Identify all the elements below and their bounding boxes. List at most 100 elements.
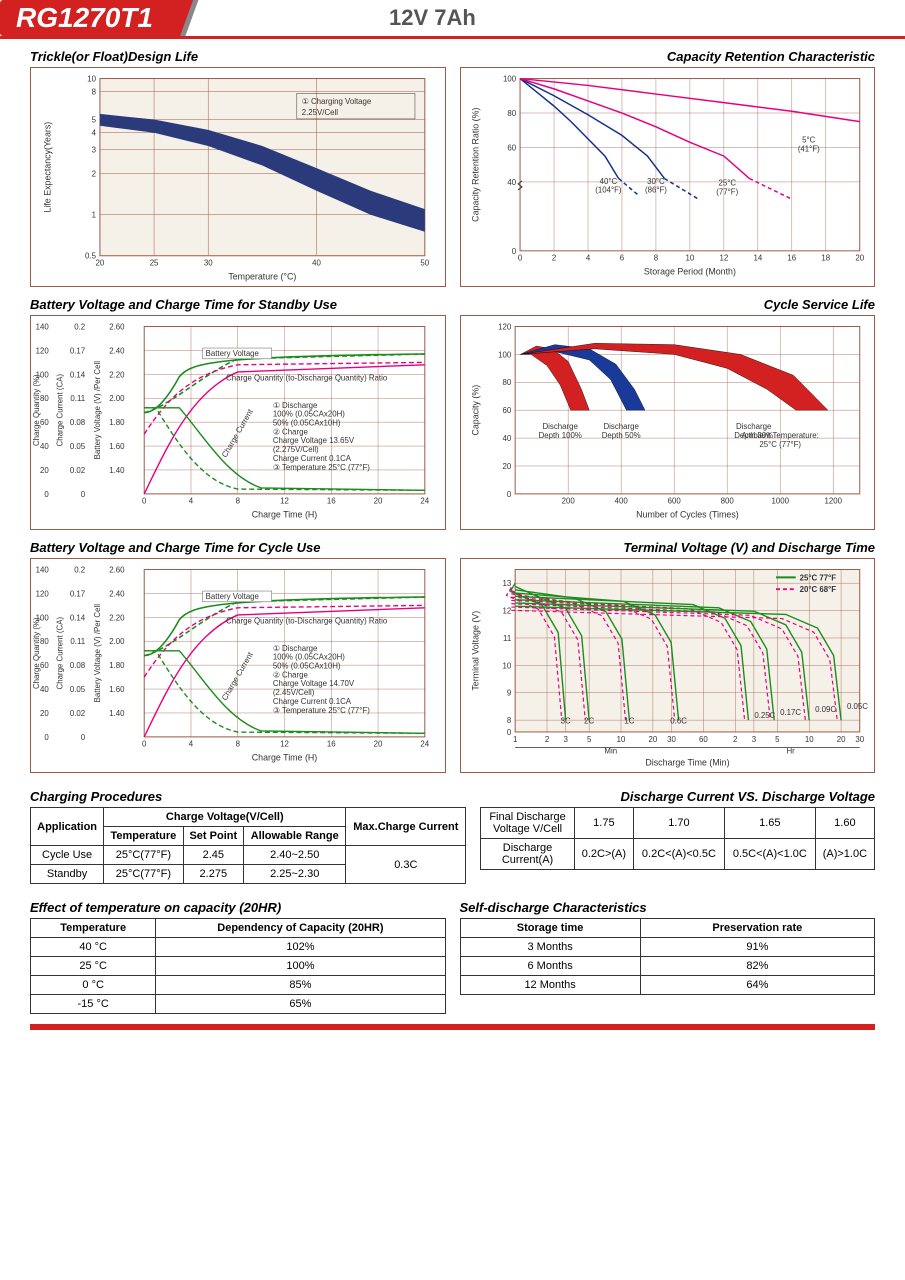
svg-text:30: 30	[204, 259, 213, 268]
svg-text:0: 0	[511, 247, 516, 256]
svg-text:200: 200	[561, 497, 575, 506]
svg-text:Depth 100%: Depth 100%	[538, 431, 581, 440]
th-max-current: Max.Charge Current	[346, 808, 466, 846]
svg-text:Number of Cycles (Times): Number of Cycles (Times)	[636, 510, 739, 520]
svg-text:2.00: 2.00	[109, 637, 125, 646]
svg-text:0: 0	[44, 733, 49, 742]
svg-text:80: 80	[507, 109, 516, 118]
svg-text:100: 100	[503, 75, 517, 84]
svg-text:0.11: 0.11	[70, 637, 85, 646]
svg-text:50% (0.05CAx10H): 50% (0.05CAx10H)	[273, 419, 341, 428]
chart1-title: Trickle(or Float)Design Life	[30, 49, 446, 64]
svg-text:Charge Quantity (%): Charge Quantity (%)	[32, 374, 41, 446]
svg-text:(104°F): (104°F)	[595, 186, 622, 195]
chart2-title: Capacity Retention Characteristic	[460, 49, 876, 64]
svg-text:Charge Voltage 13.65V: Charge Voltage 13.65V	[273, 436, 355, 445]
svg-text:Charge Time (H): Charge Time (H)	[252, 510, 318, 520]
svg-text:0.08: 0.08	[70, 418, 86, 427]
svg-text:20: 20	[374, 497, 383, 506]
svg-text:40: 40	[502, 434, 511, 443]
table-row: Final Discharge Voltage V/Cell 1.75 1.70…	[481, 808, 875, 839]
svg-text:1.60: 1.60	[109, 685, 125, 694]
svg-text:30: 30	[855, 735, 864, 744]
svg-text:① Discharge: ① Discharge	[273, 401, 318, 410]
svg-text:(2.45V/Cell): (2.45V/Cell)	[273, 688, 315, 697]
discharge-voltage-table: Final Discharge Voltage V/Cell 1.75 1.70…	[480, 807, 875, 870]
svg-text:Battery Voltage (V) /Per Cell: Battery Voltage (V) /Per Cell	[93, 361, 102, 460]
svg-text:140: 140	[36, 565, 50, 574]
svg-text:0.09C: 0.09C	[815, 705, 836, 714]
svg-text:60: 60	[40, 418, 49, 427]
svg-text:20: 20	[40, 709, 49, 718]
svg-text:40: 40	[312, 259, 321, 268]
svg-text:13: 13	[502, 579, 511, 588]
charging-procedures-table: Application Charge Voltage(V/Cell) Max.C…	[30, 807, 466, 884]
svg-text:Discharge: Discharge	[736, 422, 772, 431]
svg-text:Ambient Temperature:: Ambient Temperature:	[741, 431, 818, 440]
svg-text:4: 4	[189, 740, 194, 749]
svg-text:5: 5	[92, 116, 97, 125]
svg-text:50% (0.05CAx10H): 50% (0.05CAx10H)	[273, 662, 341, 671]
model-badge: RG1270T1	[0, 0, 169, 36]
svg-text:100% (0.05CAx20H): 100% (0.05CAx20H)	[273, 410, 345, 419]
svg-text:(41°F): (41°F)	[797, 144, 819, 153]
svg-text:60: 60	[40, 661, 49, 670]
table4-title: Self-discharge Characteristics	[460, 900, 876, 915]
svg-text:② Charge: ② Charge	[273, 427, 309, 436]
svg-text:2.60: 2.60	[109, 565, 125, 574]
svg-text:60: 60	[507, 143, 516, 152]
svg-text:5: 5	[586, 735, 591, 744]
svg-text:50: 50	[420, 259, 429, 268]
svg-text:60: 60	[502, 406, 511, 415]
svg-text:Depth 50%: Depth 50%	[601, 431, 640, 440]
svg-text:Charge Current 0.1CA: Charge Current 0.1CA	[273, 697, 352, 706]
svg-text:(77°F): (77°F)	[716, 187, 738, 196]
svg-text:Discharge Time (Min): Discharge Time (Min)	[645, 757, 729, 767]
svg-text:1C: 1C	[624, 717, 634, 726]
svg-text:Temperature (°C): Temperature (°C)	[228, 271, 296, 281]
svg-text:25°C 77°F: 25°C 77°F	[799, 573, 836, 582]
svg-text:2.40: 2.40	[109, 346, 125, 355]
svg-text:2.00: 2.00	[109, 394, 125, 403]
svg-text:0: 0	[506, 490, 511, 499]
svg-text:40: 40	[40, 442, 49, 451]
svg-text:3C: 3C	[560, 717, 570, 726]
svg-text:600: 600	[667, 497, 681, 506]
svg-text:5: 5	[775, 735, 780, 744]
svg-text:Battery Voltage: Battery Voltage	[206, 592, 260, 601]
svg-text:80: 80	[40, 394, 49, 403]
table-row: Discharge Current(A) 0.2C>(A) 0.2C<(A)<0…	[481, 839, 875, 870]
table1-title: Charging Procedures	[30, 789, 466, 804]
svg-text:20: 20	[96, 259, 105, 268]
svg-text:40: 40	[40, 685, 49, 694]
chart5: 0481216202400200.021.40400.051.60600.081…	[30, 558, 446, 773]
svg-text:Life Expectancy(Years): Life Expectancy(Years)	[43, 122, 53, 213]
svg-text:120: 120	[36, 589, 50, 598]
svg-text:Discharge: Discharge	[542, 422, 578, 431]
chart4-title: Cycle Service Life	[460, 297, 876, 312]
svg-text:12: 12	[280, 497, 289, 506]
svg-text:100% (0.05CAx20H): 100% (0.05CAx20H)	[273, 653, 345, 662]
svg-text:1.80: 1.80	[109, 418, 125, 427]
svg-text:24: 24	[420, 740, 429, 749]
svg-text:0.02: 0.02	[70, 709, 85, 718]
svg-text:1.60: 1.60	[109, 442, 125, 451]
th-application: Application	[31, 808, 104, 846]
chart6-title: Terminal Voltage (V) and Discharge Time	[460, 540, 876, 555]
svg-text:25°C (77°F): 25°C (77°F)	[759, 440, 801, 449]
svg-text:0.05: 0.05	[70, 442, 86, 451]
table-row: -15 °C65%	[31, 995, 446, 1014]
svg-text:0.6C: 0.6C	[670, 717, 687, 726]
svg-text:Charge Quantity (to-Discharge: Charge Quantity (to-Discharge Quantity) …	[226, 616, 388, 625]
svg-text:① Charging Voltage: ① Charging Voltage	[302, 97, 372, 106]
svg-text:0: 0	[81, 490, 86, 499]
svg-text:0.17: 0.17	[70, 589, 85, 598]
svg-text:0.02: 0.02	[70, 466, 85, 475]
svg-text:Charge Current 0.1CA: Charge Current 0.1CA	[273, 454, 352, 463]
svg-text:1200: 1200	[824, 497, 842, 506]
svg-text:2.40: 2.40	[109, 589, 125, 598]
svg-text:1.40: 1.40	[109, 709, 125, 718]
table-row: 6 Months82%	[460, 957, 875, 976]
svg-text:5°C: 5°C	[802, 136, 816, 145]
svg-text:0.2: 0.2	[74, 322, 85, 331]
